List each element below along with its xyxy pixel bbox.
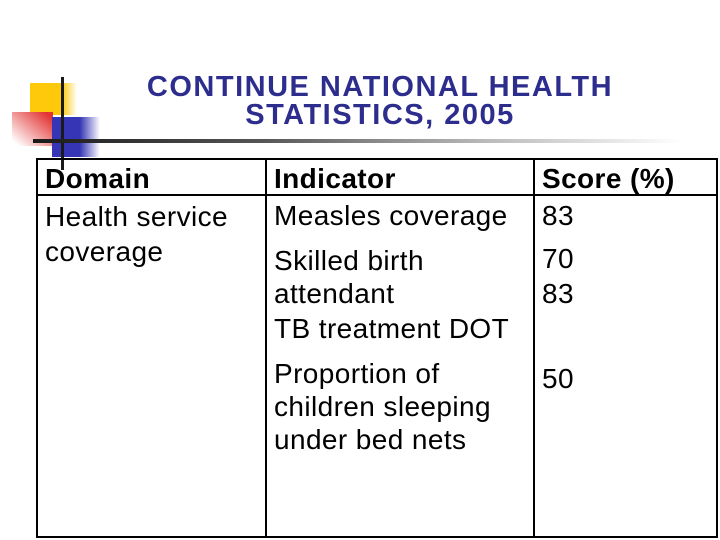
table-header-indicator: Indicator (267, 160, 535, 196)
health-statistics-table: Domain Indicator Score (%) Health servic… (36, 158, 718, 538)
table-header-score: Score (%) (535, 160, 716, 196)
score-children-bed-nets: 50 (542, 363, 574, 394)
domain-cell: Health service coverage (38, 196, 267, 536)
table-header-domain: Domain (38, 160, 267, 196)
score-tb-treatment-dot: 83 (542, 278, 574, 309)
slide-title: CONTINUE NATIONAL HEALTH STATISTICS, 200… (146, 71, 614, 131)
score-measles-coverage: 83 (542, 200, 574, 231)
score-skilled-birth-attendant: 70 (542, 243, 574, 274)
score-cell: 83 70 83 50 (535, 196, 716, 536)
logo-vertical-line (61, 77, 64, 170)
indicator-children-bed-nets: Proportion of children sleeping under be… (274, 358, 491, 455)
title-divider-line (33, 139, 683, 143)
logo-yellow-square (30, 83, 77, 115)
indicator-cell: Measles coverage Skilled birth attendant… (267, 196, 535, 536)
indicator-measles-coverage: Measles coverage (274, 200, 508, 231)
indicator-tb-treatment-dot: TB treatment DOT (274, 313, 510, 344)
logo-blue-square (52, 117, 100, 157)
indicator-skilled-birth-attendant: Skilled birth attendant (274, 245, 424, 309)
